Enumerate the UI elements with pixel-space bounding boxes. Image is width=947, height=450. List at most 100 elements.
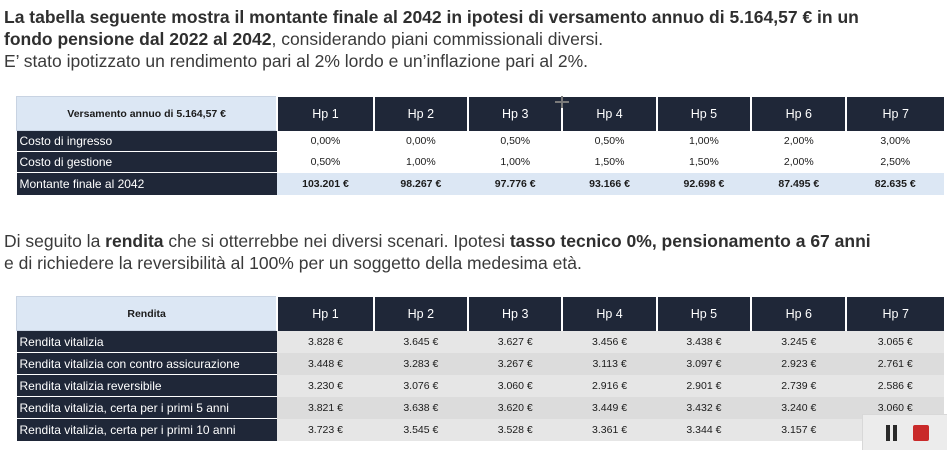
table-cell: 92.698 € xyxy=(656,172,752,195)
row-label: Montante finale al 2042 xyxy=(16,172,278,195)
table-cell: 3.723 € xyxy=(277,418,374,441)
table-cell: 98.267 € xyxy=(373,172,469,195)
table-cell: 0,50% xyxy=(277,151,374,173)
row-label: Costo di gestione xyxy=(16,151,278,173)
table-cell: 2.739 € xyxy=(751,374,847,397)
montante-header-hp5: Hp 5 xyxy=(655,96,752,131)
intro-line-2-bold: fondo pensione dal 2022 al 2042 xyxy=(4,29,272,49)
rendita-corner-header: Rendita xyxy=(16,296,278,331)
rendita-highlight: rendita xyxy=(105,231,164,251)
rendita-line-2: e di richiedere la reversibilità al 100%… xyxy=(4,253,582,273)
rendita-line-1-start: Di seguito la xyxy=(4,231,106,251)
table-cell: 2,00% xyxy=(751,130,847,152)
table-cell: 82.635 € xyxy=(846,172,944,195)
table-cell: 0,50% xyxy=(468,130,563,152)
table-cell: 3.344 € xyxy=(656,418,752,441)
montante-table-header-row: Versamento annuo di 5.164,57 € Hp 1 Hp 2… xyxy=(16,96,944,131)
intro-paragraph: La tabella seguente mostra il montante f… xyxy=(4,6,859,72)
table-cell: 3.438 € xyxy=(656,330,752,353)
table-cell: 3.456 € xyxy=(562,330,657,353)
table-cell: 1,00% xyxy=(656,130,752,152)
table-cell: 3.065 € xyxy=(846,330,944,353)
table-cell: 3.828 € xyxy=(277,330,374,353)
intro-line-2-rest: , considerando piani commissionali diver… xyxy=(271,29,604,49)
row-label: Rendita vitalizia reversibile xyxy=(16,374,278,397)
table-cell: 0,00% xyxy=(277,130,374,152)
table-cell: 2.923 € xyxy=(751,352,847,375)
montante-header-hp3: Hp 3 xyxy=(467,96,563,131)
montante-header-hp4: Hp 4 xyxy=(561,96,657,131)
table-cell: 3.240 € xyxy=(751,396,847,419)
table-cell: 3.449 € xyxy=(562,396,657,419)
table-row-total: Montante finale al 2042 103.201 € 98.267… xyxy=(16,172,944,195)
pause-icon[interactable] xyxy=(885,425,899,441)
table-row: Rendita vitalizia, certa per i primi 10 … xyxy=(16,418,944,441)
table-cell: 3.245 € xyxy=(751,330,847,353)
rendita-header-hp1: Hp 1 xyxy=(276,296,374,331)
row-label: Costo di ingresso xyxy=(16,130,278,152)
rendita-header-hp2: Hp 2 xyxy=(372,296,469,331)
row-label: Rendita vitalizia, certa per i primi 5 a… xyxy=(16,396,278,419)
text-cursor-icon xyxy=(555,96,569,108)
row-label: Rendita vitalizia, certa per i primi 10 … xyxy=(16,418,278,441)
rendita-header-hp4: Hp 4 xyxy=(561,296,657,331)
rendita-header-hp6: Hp 6 xyxy=(750,296,847,331)
stop-icon[interactable] xyxy=(913,425,929,441)
intro-highlight-montante: montante finale al 2042 xyxy=(249,7,442,27)
rendita-line-1-bold: tasso tecnico 0%, pensionamento a 67 ann… xyxy=(509,231,871,251)
table-cell: 3.157 € xyxy=(751,418,847,441)
table-row: Rendita vitalizia con contro assicurazio… xyxy=(16,352,944,375)
rendita-table: Rendita Hp 1 Hp 2 Hp 3 Hp 4 Hp 5 Hp 6 Hp… xyxy=(16,296,944,441)
table-cell: 3.076 € xyxy=(373,374,469,397)
table-cell: 3.097 € xyxy=(656,352,752,375)
intro-line-1: La tabella seguente mostra il montante f… xyxy=(4,6,859,28)
media-control-bar xyxy=(862,414,947,450)
montante-header-hp6: Hp 6 xyxy=(750,96,847,131)
montante-table: Versamento annuo di 5.164,57 € Hp 1 Hp 2… xyxy=(16,96,944,195)
rendita-header-hp7: Hp 7 xyxy=(845,296,944,331)
table-cell: 3.545 € xyxy=(373,418,469,441)
table-row: Costo di gestione 0,50% 1,00% 1,00% 1,50… xyxy=(16,151,944,173)
intro-line-3: E’ stato ipotizzato un rendimento pari a… xyxy=(4,51,588,71)
row-label: Rendita vitalizia con contro assicurazio… xyxy=(16,352,278,375)
table-row: Rendita vitalizia 3.828 € 3.645 € 3.627 … xyxy=(16,330,944,353)
table-cell: 3.620 € xyxy=(468,396,563,419)
table-cell: 3.113 € xyxy=(562,352,657,375)
row-label: Rendita vitalizia xyxy=(16,330,278,353)
montante-header-hp2: Hp 2 xyxy=(372,96,469,131)
table-cell: 87.495 € xyxy=(751,172,847,195)
table-cell: 3.627 € xyxy=(468,330,563,353)
rendita-line-1: Di seguito la rendita che si otterrebbe … xyxy=(4,230,871,252)
table-cell: 3.060 € xyxy=(468,374,563,397)
table-cell: 3.432 € xyxy=(656,396,752,419)
table-cell: 3.267 € xyxy=(468,352,563,375)
table-cell: 2.761 € xyxy=(846,352,944,375)
table-cell: 3.821 € xyxy=(277,396,374,419)
table-row: Rendita vitalizia, certa per i primi 5 a… xyxy=(16,396,944,419)
intro-line-2: fondo pensione dal 2022 al 2042, conside… xyxy=(4,28,859,50)
table-cell: 3,00% xyxy=(846,130,944,152)
intro-line-1-end: in ipotesi di versamento annuo di 5.164,… xyxy=(441,7,859,27)
montante-header-hp7: Hp 7 xyxy=(845,96,944,131)
table-cell: 3.448 € xyxy=(277,352,374,375)
table-row: Costo di ingresso 0,00% 0,00% 0,50% 0,50… xyxy=(16,130,944,152)
table-row: Rendita vitalizia reversibile 3.230 € 3.… xyxy=(16,374,944,397)
rendita-table-header-row: Rendita Hp 1 Hp 2 Hp 3 Hp 4 Hp 5 Hp 6 Hp… xyxy=(16,296,944,331)
table-cell: 1,00% xyxy=(468,151,563,173)
table-cell: 3.230 € xyxy=(277,374,374,397)
table-cell: 1,00% xyxy=(373,151,469,173)
rendita-paragraph: Di seguito la rendita che si otterrebbe … xyxy=(4,230,871,274)
montante-corner-header: Versamento annuo di 5.164,57 € xyxy=(16,96,278,131)
table-cell: 0,50% xyxy=(562,130,657,152)
table-cell: 3.638 € xyxy=(373,396,469,419)
montante-header-hp1: Hp 1 xyxy=(276,96,374,131)
table-cell: 2.586 € xyxy=(846,374,944,397)
table-cell: 1,50% xyxy=(656,151,752,173)
rendita-line-1-mid: che si otterrebbe nei diversi scenari. I… xyxy=(163,231,510,251)
table-cell: 97.776 € xyxy=(468,172,563,195)
table-cell: 2.916 € xyxy=(562,374,657,397)
table-cell: 2,00% xyxy=(751,151,847,173)
table-cell: 93.166 € xyxy=(562,172,657,195)
table-cell: 3.645 € xyxy=(373,330,469,353)
table-cell: 3.060 € xyxy=(846,396,944,419)
